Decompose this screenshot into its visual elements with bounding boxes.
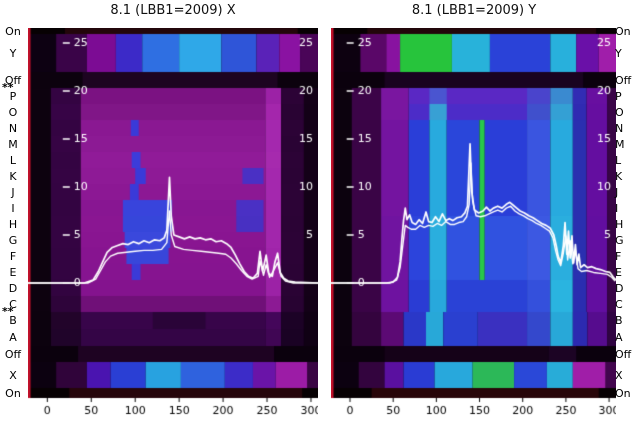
row-label-right-l: L — [615, 153, 622, 167]
row-label-left-x: X — [9, 368, 17, 382]
panel-y-title: 8.1 (LBB1=2009) Y — [411, 3, 537, 18]
row-label-right-k: K — [615, 169, 623, 183]
row-label-left-n: N — [8, 121, 18, 135]
row-label-right-d: D — [615, 281, 624, 295]
row-label-left-off: Off — [4, 347, 22, 361]
row-label-right-off: Off — [615, 347, 632, 361]
row-label-right-a: A — [615, 331, 623, 344]
row-label-right-b: B — [615, 314, 623, 327]
row-label-left-y: Y — [9, 46, 17, 60]
row-label-right-g: G — [615, 233, 624, 247]
row-label-left-o: O — [8, 105, 18, 119]
heatmap-panel-x — [28, 28, 318, 422]
row-label-left-on: On — [5, 24, 21, 38]
row-label-left-k: K — [9, 169, 17, 183]
heatmap-panel-y — [331, 28, 616, 422]
row-label-right-e: E — [615, 265, 622, 279]
row-label-left-f: F — [9, 249, 17, 263]
row-label-left-a: A — [9, 331, 17, 344]
row-label-left-on: On — [5, 386, 21, 400]
row-label-left-c: C — [9, 297, 17, 311]
row-label-right-c: C — [615, 297, 623, 311]
row-label-right-h: H — [615, 217, 624, 231]
row-label-left-g: G — [8, 233, 18, 247]
row-label-left-e: E — [9, 265, 17, 279]
row-label-right-on: On — [615, 386, 631, 400]
row-label-right-on: On — [615, 24, 631, 38]
row-label-right-f: F — [615, 249, 622, 263]
row-label-right-i: I — [615, 201, 619, 215]
row-label-right-p: P — [615, 89, 622, 103]
star-marker: ** — [2, 305, 14, 318]
row-label-right-y: Y — [615, 46, 622, 60]
row-label-left-i: I — [11, 201, 15, 215]
row-label-left-b: B — [9, 314, 17, 327]
row-label-right-n: N — [615, 121, 624, 135]
row-label-right-o: O — [615, 105, 624, 119]
row-label-right-j: J — [615, 185, 619, 199]
panel-x-title: 8.1 (LBB1=2009) X — [110, 3, 236, 18]
row-label-left-l: L — [9, 153, 17, 167]
row-label-left-d: D — [8, 281, 18, 295]
row-label-left-m: M — [8, 137, 18, 151]
row-label-right-x: X — [615, 368, 623, 382]
star-marker: ** — [2, 81, 14, 94]
row-label-right-m: M — [615, 137, 625, 151]
row-label-left-h: H — [8, 217, 18, 231]
row-label-left-p: P — [9, 89, 17, 103]
row-label-right-off: Off — [615, 73, 632, 87]
row-label-left-j: J — [11, 185, 15, 199]
row-label-left-off: Off — [4, 73, 22, 87]
